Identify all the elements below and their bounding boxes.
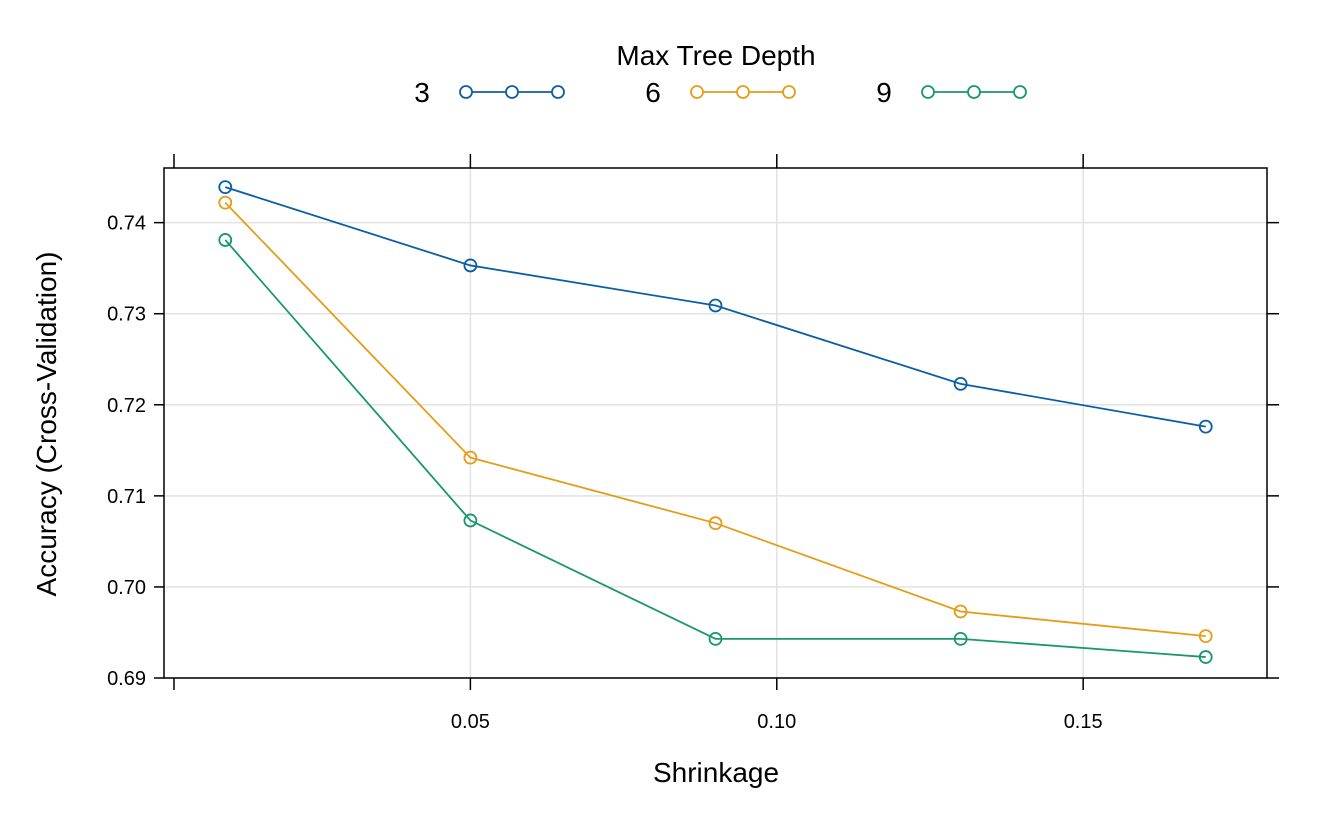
legend-marker [551, 85, 565, 99]
data-point [1198, 650, 1213, 664]
legend-marker [690, 85, 704, 99]
series-line [224, 239, 1206, 658]
x-axis-label: Shrinkage [653, 757, 779, 788]
y-tick-label: 0.72 [107, 395, 146, 417]
series-layer [218, 180, 1213, 664]
data-point [218, 195, 233, 210]
data-point [953, 631, 968, 646]
data-point [953, 376, 968, 391]
x-tick-label: 0.10 [757, 711, 796, 733]
data-point [463, 513, 478, 528]
legend-marker [459, 85, 473, 99]
plot-frame [163, 167, 1268, 679]
legend-label: 9 [876, 77, 892, 108]
legend-marker [782, 85, 796, 99]
series-9 [218, 233, 1213, 664]
legend-marker [921, 85, 935, 99]
legend-marker [967, 85, 981, 99]
data-point [218, 233, 233, 247]
data-point [1198, 629, 1213, 644]
legend: 3 6 9 [414, 77, 1027, 108]
series-6 [218, 195, 1213, 644]
series-line [224, 201, 1206, 638]
legend-marker [1013, 85, 1027, 99]
legend-marker [736, 85, 750, 99]
legend-entry-6: 6 [645, 77, 796, 108]
y-tick-label: 0.71 [107, 486, 146, 508]
legend-entry-9: 9 [876, 77, 1027, 108]
y-tick-label: 0.70 [107, 577, 146, 599]
y-tick-label: 0.73 [107, 304, 146, 326]
y-axis-label: Accuracy (Cross-Validation) [31, 252, 62, 597]
series-line [225, 186, 1206, 428]
y-tick-label: 0.69 [107, 668, 146, 690]
data-point [1198, 419, 1213, 434]
x-tick-label: 0.15 [1064, 711, 1103, 733]
x-tick-label: 0.05 [451, 711, 490, 733]
legend-label: 6 [645, 77, 661, 108]
grid-lines [164, 168, 1267, 679]
data-point [463, 450, 478, 465]
axis-ticks: 0.05 0.10 0.15 0.69 0.70 0.71 0.72 0.73 0.74 [107, 154, 1279, 733]
data-point [708, 631, 723, 646]
data-point [708, 516, 723, 531]
series-3 [218, 180, 1213, 434]
legend-label: 3 [414, 77, 430, 108]
legend-entry-3: 3 [414, 77, 565, 108]
legend-marker [505, 85, 519, 99]
data-point [708, 298, 723, 313]
legend-title: Max Tree Depth [616, 40, 815, 71]
data-point [463, 258, 478, 273]
data-point [218, 180, 233, 195]
data-point [953, 604, 968, 619]
y-tick-label: 0.74 [107, 213, 146, 235]
